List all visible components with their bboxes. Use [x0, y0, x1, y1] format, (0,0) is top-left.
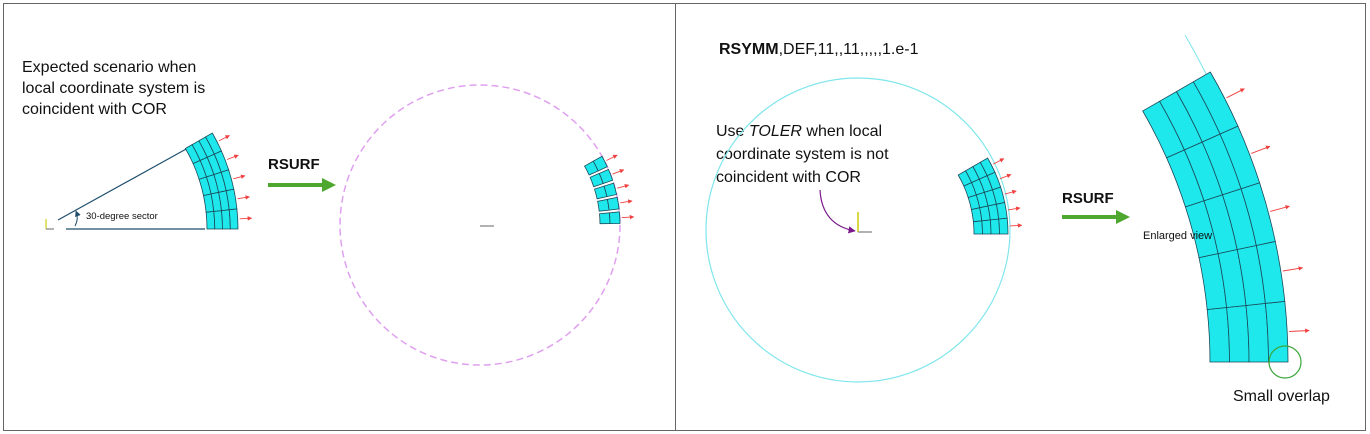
- mesh-cell: [205, 132, 222, 155]
- note-line: coordinate system is not: [716, 146, 889, 163]
- mesh-cell: [599, 212, 611, 225]
- mesh-cell: [213, 210, 223, 230]
- load-arrow: [233, 174, 246, 180]
- overlap-label: Small overlap: [1233, 388, 1330, 405]
- angle-arrow: [74, 210, 81, 227]
- arrow-label: RSURF: [1062, 190, 1114, 207]
- note-emphasis: TOLER: [749, 123, 803, 140]
- note-line: Use TOLER when local: [716, 123, 882, 140]
- mesh-cell: [979, 157, 996, 177]
- load-arrow: [606, 154, 618, 161]
- mesh-cell: [989, 218, 1000, 235]
- arrow-label: RSURF: [268, 156, 320, 173]
- load-arrow: [992, 158, 1005, 165]
- load-arrow: [621, 214, 635, 220]
- note-text: when local: [802, 123, 882, 140]
- caption-line: local coordinate system is: [22, 80, 205, 97]
- load-arrow: [1289, 328, 1310, 333]
- pointer-arrow: [819, 189, 856, 234]
- mesh-cell: [1192, 71, 1239, 135]
- mesh-cell: [1206, 307, 1230, 363]
- mesh-cell: [998, 217, 1009, 235]
- mesh-cell: [592, 155, 608, 172]
- left-content: Expected scenario when local coordinate …: [22, 59, 621, 366]
- caption-line: Expected scenario when: [22, 59, 196, 76]
- surface-circle: [339, 84, 621, 366]
- load-arrow: [239, 216, 253, 221]
- command-keyword: RSYMM: [719, 41, 779, 58]
- sector-edge: [57, 147, 189, 221]
- load-arrow: [620, 199, 633, 204]
- load-arrow: [226, 154, 239, 160]
- caption-line: coincident with COR: [22, 101, 167, 118]
- command: RSYMM,DEF,11,,11,,,,,1.e-1: [719, 41, 919, 58]
- mesh-cell: [1245, 302, 1269, 363]
- load-arrow: [1004, 189, 1017, 195]
- load-arrow: [612, 169, 625, 175]
- load-arrow: [1008, 206, 1021, 211]
- sector-label: 30-degree sector: [86, 211, 158, 222]
- mesh-cell: [608, 211, 621, 225]
- mesh-cell: [205, 210, 216, 230]
- mesh-cell: [598, 168, 614, 185]
- note-text: Use: [716, 123, 749, 140]
- load-arrow: [1282, 266, 1304, 272]
- overlap-circle: [1268, 345, 1302, 379]
- right-content: RSYMM,DEF,11,,11,,,,,1.e-1 Use TOLER whe…: [705, 34, 1288, 383]
- load-arrow: [237, 195, 250, 200]
- load-arrow: [218, 135, 230, 142]
- mesh-cell: [1226, 305, 1250, 363]
- surface-circle: [705, 77, 1011, 383]
- load-arrow: [999, 173, 1012, 180]
- note-line: coincident with COR: [716, 169, 861, 186]
- command-args: ,DEF,11,,11,,,,,1.e-1: [779, 41, 919, 58]
- load-arrow: [1226, 88, 1245, 99]
- load-arrow: [1270, 205, 1290, 212]
- mesh-cell: [1264, 300, 1289, 363]
- mesh-cell: [228, 208, 239, 230]
- process-arrow-head: [1116, 210, 1130, 224]
- process-arrow-head: [322, 178, 336, 192]
- right-panel: [675, 3, 1366, 431]
- mesh-cell: [981, 219, 992, 235]
- mesh-cell: [221, 209, 231, 230]
- overlay: Enlarged view Small overlap: [1143, 230, 1330, 405]
- mesh-cell: [606, 196, 620, 211]
- mesh-cell: [603, 182, 618, 198]
- enlarged-label: Enlarged view: [1143, 230, 1212, 242]
- load-arrow: [1251, 145, 1271, 154]
- mesh-cell: [972, 220, 983, 235]
- load-arrow: [617, 183, 630, 189]
- load-arrow: [1009, 223, 1023, 228]
